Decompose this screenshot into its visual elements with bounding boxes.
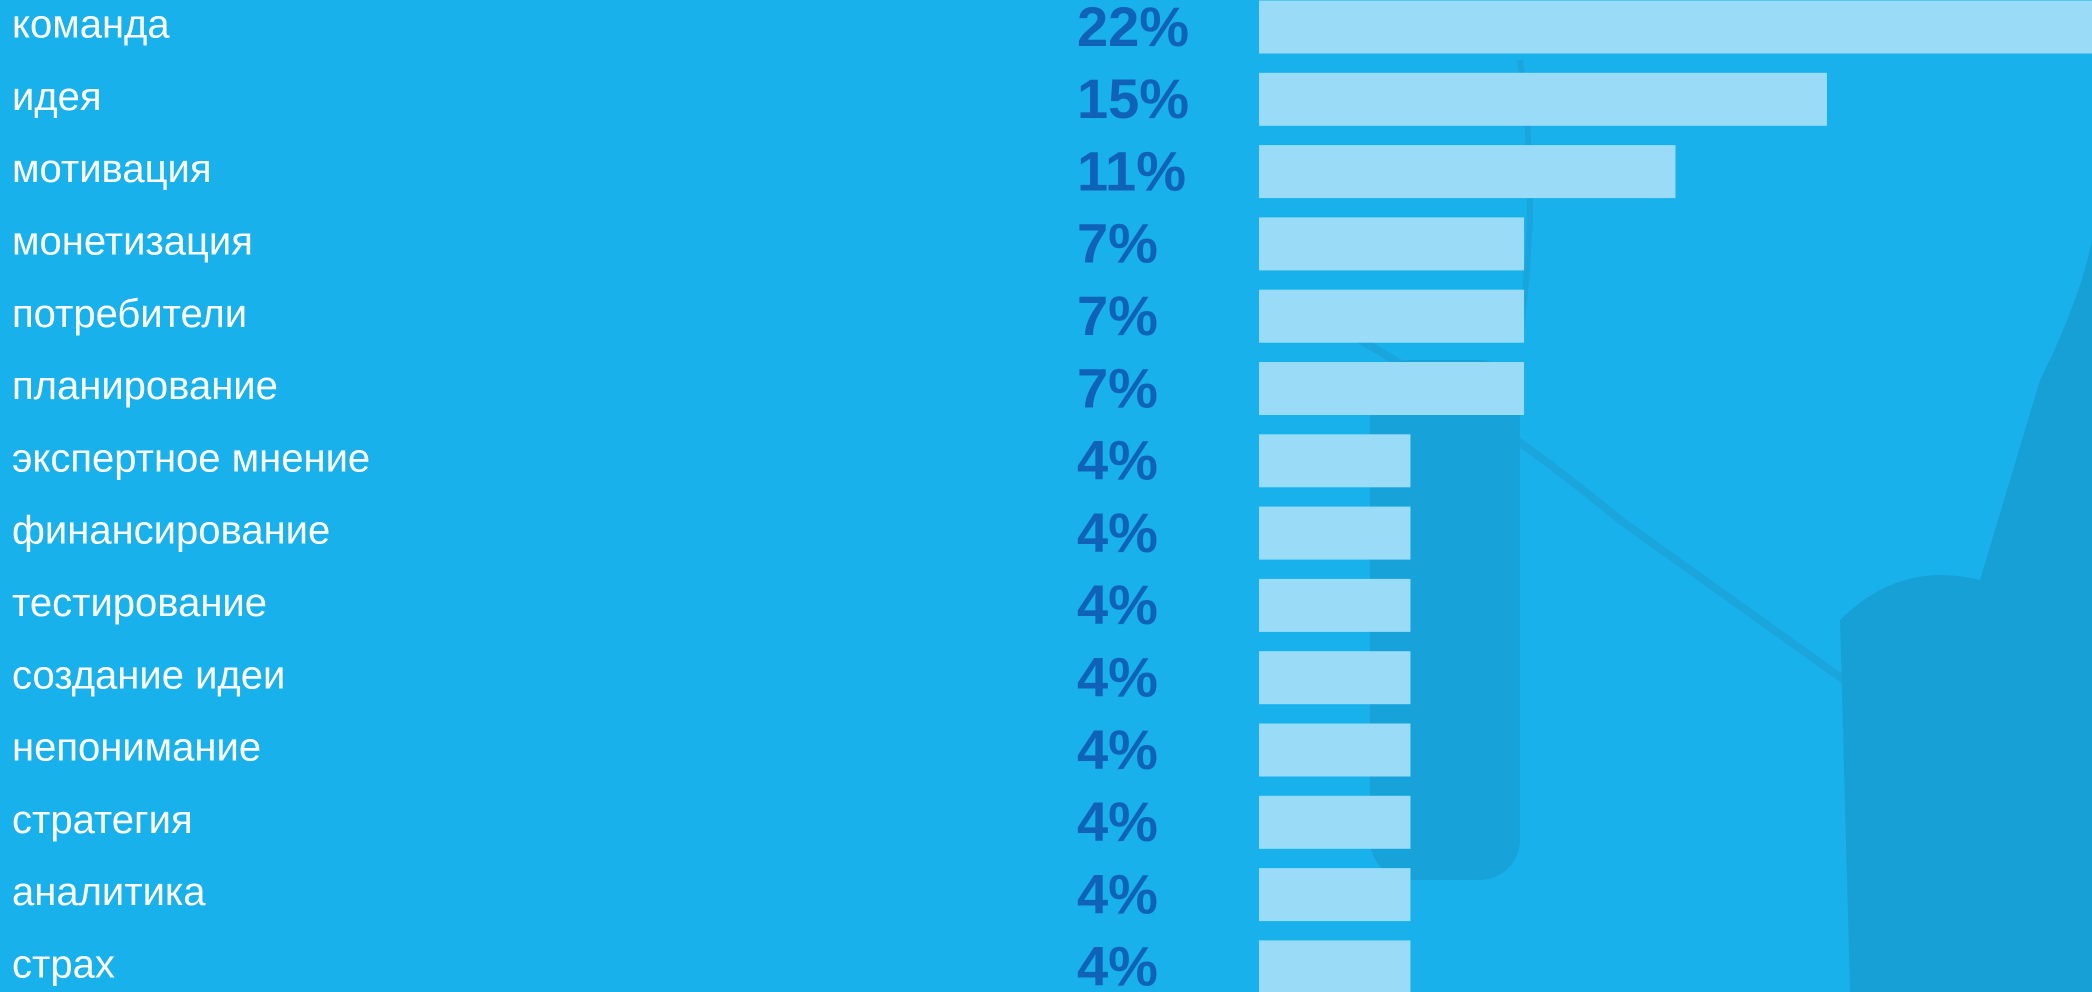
bar [1259, 940, 1410, 992]
bar [1259, 507, 1410, 560]
bar [1259, 145, 1676, 198]
category-label: страх [12, 942, 115, 986]
category-label: экспертное мнение [12, 436, 370, 480]
bar [1259, 290, 1524, 343]
category-label: создание идеи [12, 653, 285, 697]
value-label: 22% [1077, 0, 1189, 58]
value-label: 4% [1077, 790, 1158, 853]
chart: команда 22% идея 15% мотивация 11% монетизация… [0, 0, 2092, 992]
category-label: команда [12, 3, 170, 47]
value-label: 7% [1077, 212, 1158, 275]
category-label: потребители [12, 292, 247, 336]
bar [1259, 73, 1827, 126]
category-label: планирование [12, 364, 278, 408]
bar [1259, 362, 1524, 415]
value-label: 4% [1077, 429, 1158, 492]
bar [1259, 434, 1410, 487]
value-label: 4% [1077, 645, 1158, 708]
value-label: 11% [1077, 139, 1186, 202]
category-label: аналитика [12, 870, 206, 914]
bar [1259, 579, 1410, 632]
value-label: 15% [1077, 67, 1189, 130]
value-label: 4% [1077, 573, 1158, 636]
bar [1259, 651, 1410, 704]
bar [1259, 868, 1410, 921]
value-label: 4% [1077, 862, 1158, 925]
bar [1259, 1, 2092, 54]
value-label: 7% [1077, 284, 1158, 347]
bar [1259, 724, 1410, 777]
category-label: непонимание [12, 726, 261, 770]
value-label: 4% [1077, 718, 1158, 781]
value-label: 7% [1077, 356, 1158, 419]
value-label: 4% [1077, 501, 1158, 564]
bar [1259, 796, 1410, 849]
category-label: финансирование [12, 509, 330, 553]
category-label: мотивация [12, 147, 212, 191]
category-label: монетизация [12, 219, 253, 263]
page: команда 22% идея 15% мотивация 11% монетизация… [0, 0, 2092, 992]
bar [1259, 217, 1524, 270]
value-label: 4% [1077, 935, 1158, 992]
category-label: идея [12, 75, 102, 119]
category-label: стратегия [12, 798, 193, 842]
background [0, 0, 2092, 992]
category-label: тестирование [12, 581, 267, 625]
